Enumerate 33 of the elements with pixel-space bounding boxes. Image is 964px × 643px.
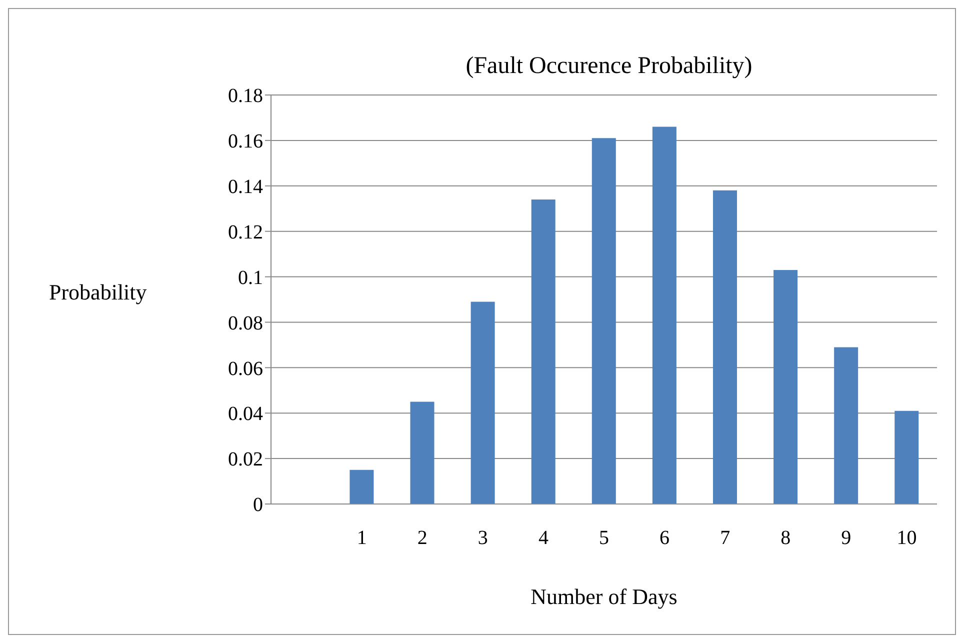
chart-title: (Fault Occurence Probability) — [464, 53, 754, 80]
bar — [774, 270, 798, 504]
x-tick-label: 9 — [841, 527, 852, 550]
x-tick-label: 3 — [478, 527, 488, 550]
y-tick-label: 0.14 — [228, 176, 263, 198]
y-tick-label: 0.04 — [228, 403, 263, 426]
bar — [531, 200, 556, 504]
x-tick-label: 6 — [660, 527, 670, 550]
bar — [350, 470, 374, 504]
x-tick-label: 10 — [896, 527, 917, 550]
y-tick-label: 0.18 — [228, 85, 263, 108]
y-tick-label: 0.16 — [228, 130, 263, 153]
bar — [712, 190, 737, 504]
bar — [834, 347, 858, 504]
x-tick-label: 7 — [720, 527, 730, 550]
x-tick-label: 1 — [356, 527, 367, 550]
bar — [470, 302, 495, 504]
bar — [652, 126, 676, 504]
y-tick-label: 0.08 — [228, 312, 263, 334]
bar — [410, 402, 434, 504]
y-tick-label: 0 — [253, 494, 263, 516]
x-tick-label: 8 — [780, 527, 791, 550]
y-tick-label: 0.02 — [228, 448, 263, 471]
y-tick-label: 0.1 — [238, 266, 263, 289]
bar — [592, 138, 616, 504]
x-tick-label: 4 — [538, 527, 548, 550]
x-tick-label: 5 — [599, 527, 609, 550]
x-tick-label: 2 — [417, 527, 428, 550]
x-axis-title: Number of Days — [530, 584, 678, 609]
y-axis-title: Probability — [49, 280, 147, 305]
y-tick-label: 0.06 — [228, 358, 263, 380]
y-tick-label: 0.12 — [228, 221, 263, 244]
bar — [894, 410, 919, 504]
